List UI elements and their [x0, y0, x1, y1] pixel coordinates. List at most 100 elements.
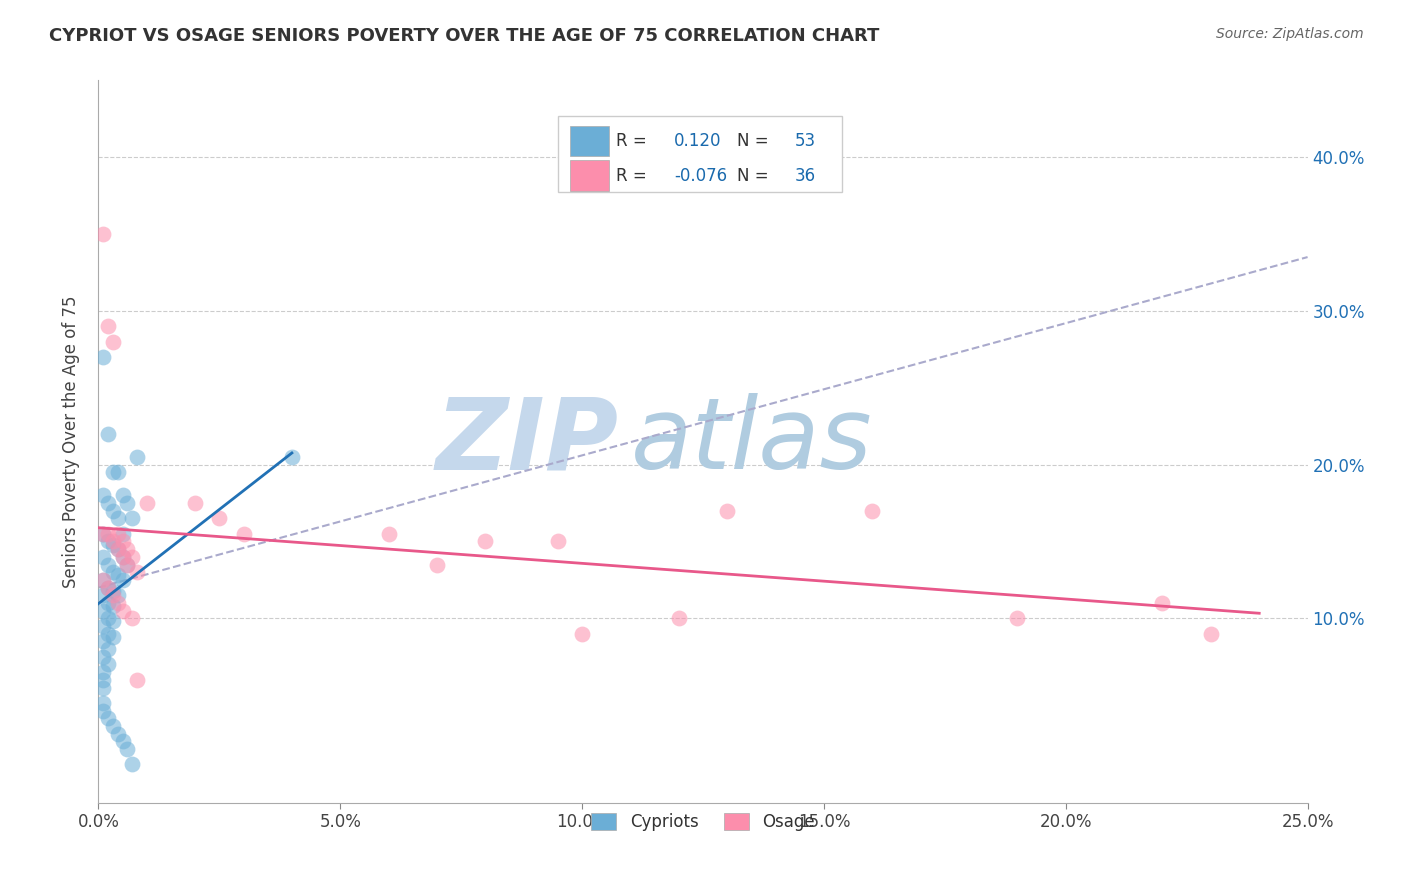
Point — [97, 581, 120, 595]
Point — [101, 334, 124, 349]
Point — [1199, 626, 1222, 640]
Point — [97, 611, 120, 625]
Point — [91, 696, 114, 710]
Point — [91, 573, 114, 587]
Point — [97, 534, 120, 549]
Point — [107, 588, 129, 602]
Point — [127, 450, 149, 464]
Text: atlas: atlas — [630, 393, 872, 490]
Point — [117, 558, 139, 572]
Point — [101, 504, 124, 518]
Point — [101, 599, 124, 613]
Point — [91, 549, 114, 564]
Text: ZIP: ZIP — [436, 393, 619, 490]
Point — [101, 465, 124, 479]
Text: 0.120: 0.120 — [673, 132, 721, 150]
Text: N =: N = — [737, 132, 773, 150]
Point — [91, 350, 114, 364]
Point — [377, 526, 399, 541]
Point — [97, 526, 120, 541]
FancyBboxPatch shape — [569, 161, 609, 191]
Point — [91, 665, 114, 680]
Point — [111, 549, 134, 564]
Point — [860, 504, 883, 518]
Point — [101, 537, 124, 551]
Point — [91, 673, 114, 687]
Point — [117, 542, 139, 557]
Point — [716, 504, 738, 518]
Point — [97, 581, 120, 595]
FancyBboxPatch shape — [569, 126, 609, 156]
Point — [107, 726, 129, 740]
Point — [101, 534, 124, 549]
Point — [101, 565, 124, 579]
Point — [232, 526, 254, 541]
Point — [107, 511, 129, 525]
Point — [97, 642, 120, 657]
Point — [107, 465, 129, 479]
Point — [91, 604, 114, 618]
Point — [91, 619, 114, 633]
Point — [97, 496, 120, 510]
Legend: Cypriots, Osage: Cypriots, Osage — [585, 806, 821, 838]
Text: R =: R = — [616, 167, 652, 185]
Point — [1007, 611, 1029, 625]
Point — [91, 526, 114, 541]
Point — [117, 742, 139, 756]
Point — [474, 534, 496, 549]
Point — [127, 673, 149, 687]
FancyBboxPatch shape — [558, 117, 842, 193]
Point — [117, 558, 139, 572]
Point — [121, 611, 143, 625]
Point — [111, 573, 134, 587]
Point — [97, 711, 120, 725]
Point — [121, 757, 143, 772]
Point — [135, 496, 157, 510]
Point — [111, 734, 134, 748]
Point — [107, 542, 129, 557]
Text: -0.076: -0.076 — [673, 167, 727, 185]
Point — [426, 558, 449, 572]
Point — [184, 496, 207, 510]
Point — [91, 681, 114, 695]
Y-axis label: Seniors Poverty Over the Age of 75: Seniors Poverty Over the Age of 75 — [62, 295, 80, 588]
Point — [1152, 596, 1174, 610]
Point — [101, 630, 124, 644]
Text: 36: 36 — [794, 167, 815, 185]
Point — [111, 534, 134, 549]
Point — [107, 526, 129, 541]
Point — [571, 626, 593, 640]
Point — [91, 649, 114, 664]
Text: CYPRIOT VS OSAGE SENIORS POVERTY OVER THE AGE OF 75 CORRELATION CHART: CYPRIOT VS OSAGE SENIORS POVERTY OVER TH… — [49, 27, 880, 45]
Point — [107, 596, 129, 610]
Point — [91, 573, 114, 587]
Point — [97, 558, 120, 572]
Point — [127, 565, 149, 579]
Point — [668, 611, 690, 625]
Text: 53: 53 — [794, 132, 815, 150]
Point — [97, 319, 120, 334]
Point — [107, 568, 129, 582]
Point — [111, 488, 134, 502]
Point — [121, 511, 143, 525]
Point — [547, 534, 569, 549]
Point — [97, 626, 120, 640]
Point — [117, 496, 139, 510]
Point — [101, 583, 124, 598]
Text: Source: ZipAtlas.com: Source: ZipAtlas.com — [1216, 27, 1364, 41]
Point — [101, 588, 124, 602]
Point — [101, 719, 124, 733]
Text: N =: N = — [737, 167, 773, 185]
Point — [97, 657, 120, 672]
Point — [107, 542, 129, 557]
Point — [121, 549, 143, 564]
Point — [91, 634, 114, 648]
Point — [97, 426, 120, 441]
Point — [111, 604, 134, 618]
Point — [97, 596, 120, 610]
Point — [91, 588, 114, 602]
Point — [111, 549, 134, 564]
Point — [91, 488, 114, 502]
Point — [111, 526, 134, 541]
Point — [91, 526, 114, 541]
